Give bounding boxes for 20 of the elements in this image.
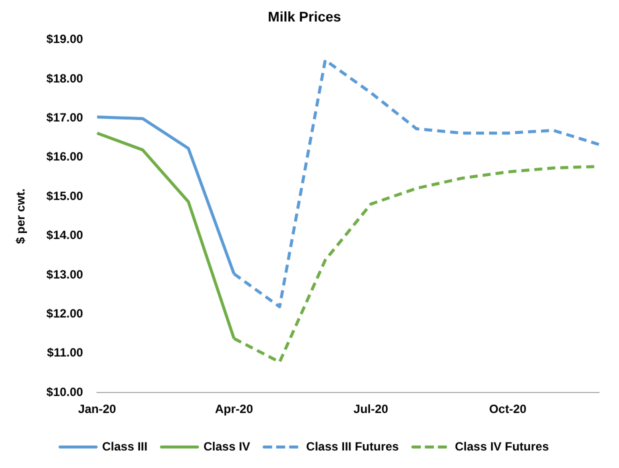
y-tick-label: $15.00: [46, 188, 84, 203]
x-tick-label: Jul-20: [354, 402, 389, 416]
legend-label: Class III Futures: [306, 439, 400, 454]
y-tick-label: $10.00: [46, 384, 84, 399]
y-tick-label: $11.00: [47, 346, 84, 360]
y-tick-label: $14.00: [46, 228, 84, 242]
y-tick-label: $19.00: [46, 32, 84, 46]
legend-label: Class III: [102, 439, 148, 454]
legend-label: Class IV Futures: [454, 439, 550, 454]
y-tick-label: $17.00: [46, 110, 84, 125]
y-tick-label: $18.00: [46, 71, 84, 86]
y-tick-label: $13.00: [46, 267, 84, 282]
y-tick-label: $16.00: [46, 150, 84, 164]
x-tick-label: Jan-20: [78, 402, 116, 416]
y-tick-label: $12.00: [46, 306, 84, 321]
y-axis-title: $ per cwt.: [14, 188, 28, 244]
x-tick-label: Apr-20: [214, 402, 254, 416]
x-tick-label: Oct-20: [489, 402, 527, 416]
legend-label: Class IV: [203, 439, 250, 454]
chart-title: Milk Prices: [268, 8, 342, 24]
